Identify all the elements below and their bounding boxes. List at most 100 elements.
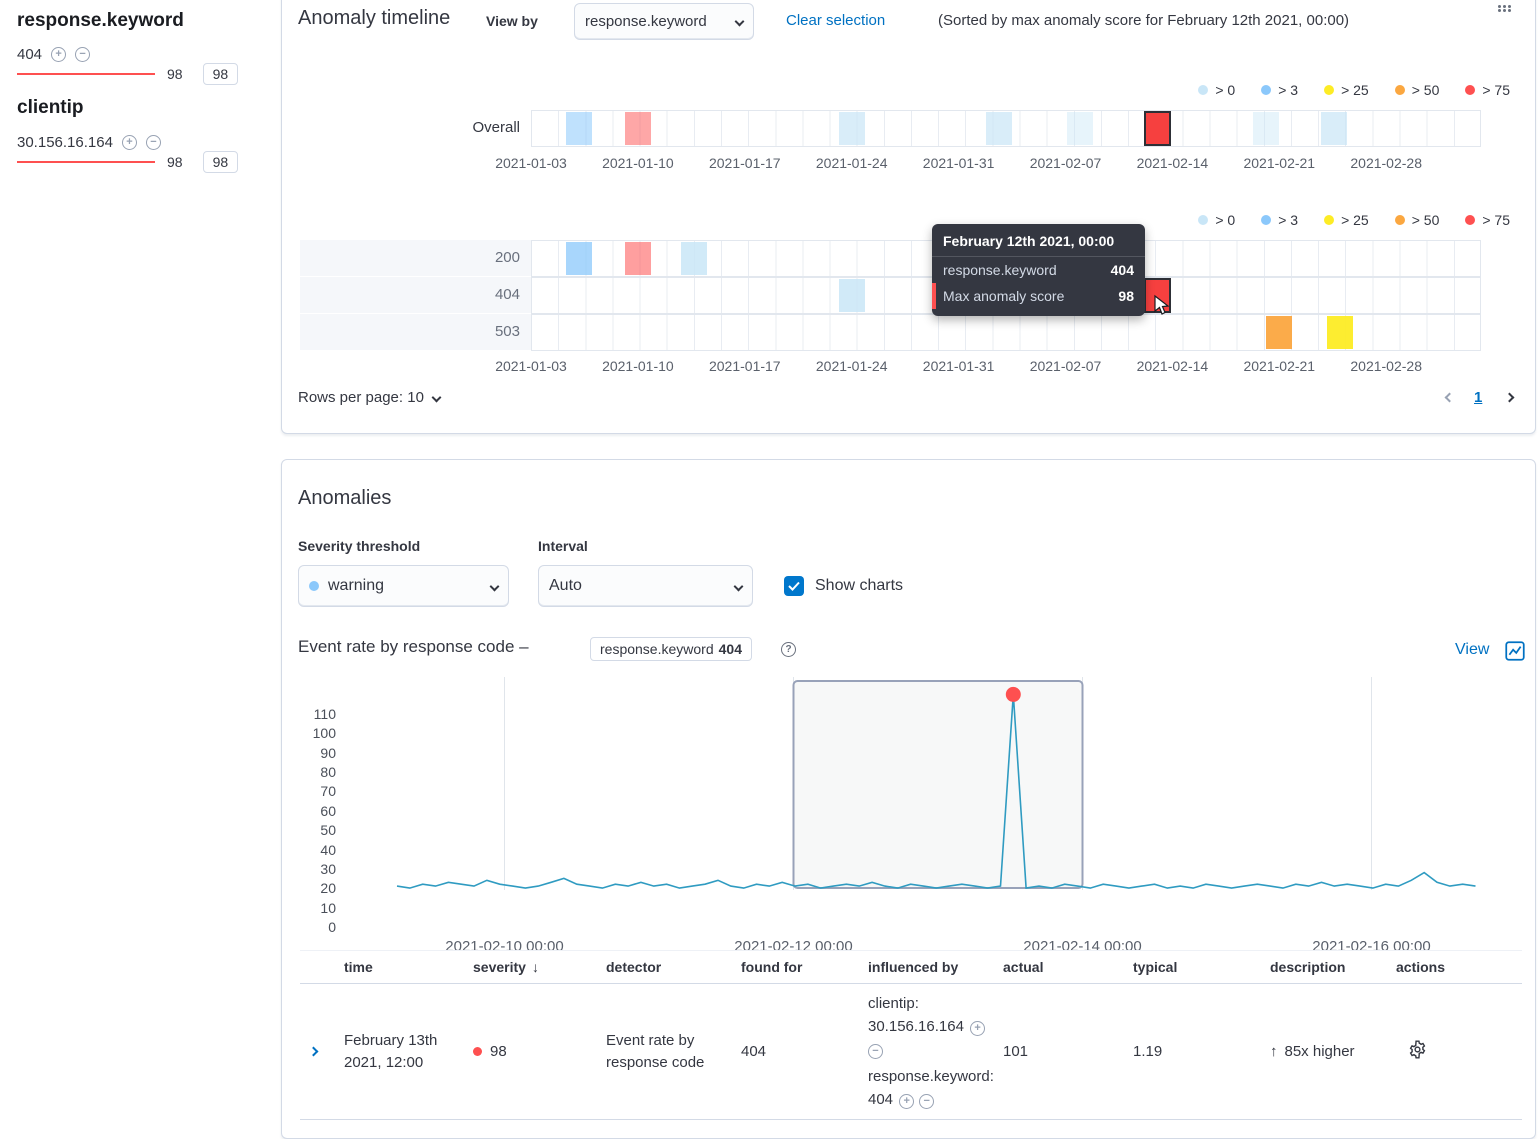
column-header-time[interactable]: time	[344, 959, 373, 975]
sort-desc-icon: ↓	[531, 959, 539, 975]
swimlane-cell[interactable]	[625, 242, 651, 275]
legend-item: > 3	[1261, 82, 1298, 98]
filter-remove-icon[interactable]: −	[868, 1044, 883, 1059]
cell-description: ↑ 85x higher	[1270, 1043, 1355, 1060]
score-badge[interactable]: 98	[202, 151, 239, 173]
show-charts-checkbox[interactable]	[784, 576, 804, 596]
filter-add-icon[interactable]: +	[970, 1021, 986, 1036]
swimlane-cell[interactable]	[566, 112, 592, 145]
y-axis-label: 70	[320, 783, 336, 800]
swimlane-tooltip: February 12th 2021, 00:00 response.keywo…	[932, 224, 1145, 316]
swimlane-cell[interactable]	[1067, 112, 1093, 145]
swimlane-cell[interactable]	[625, 112, 651, 145]
filter-remove-icon[interactable]: −	[75, 47, 91, 62]
legend-dot-icon	[1198, 215, 1209, 225]
column-header-description[interactable]: description	[1270, 959, 1346, 975]
column-header-actual[interactable]: actual	[1003, 959, 1044, 975]
severity-legend: > 0 > 3 > 25 > 50 > 75	[1110, 212, 1510, 228]
swimlane-row: 404	[300, 277, 1481, 314]
timeline-date-label: 2021-02-07	[1029, 358, 1102, 374]
anomaly-score-bar	[17, 73, 155, 75]
legend-item: > 75	[1465, 82, 1510, 98]
legend-item: > 50	[1394, 212, 1439, 228]
view-by-select[interactable]: response.keyword	[574, 3, 754, 40]
view-by-value: response.keyword	[585, 13, 707, 30]
timeline-date-label: 2021-02-28	[1350, 155, 1422, 171]
chart-field-badge[interactable]: response.keyword 404	[590, 637, 752, 661]
column-header-severity[interactable]: severity ↓	[473, 959, 539, 975]
filter-remove-icon[interactable]: −	[145, 135, 161, 150]
column-header-typical[interactable]: typical	[1133, 959, 1178, 975]
column-header-found-for[interactable]: found for	[741, 959, 803, 975]
event-rate-chart[interactable]	[340, 670, 1536, 895]
chart-title: Event rate by response code –	[298, 637, 529, 656]
table-header-row: time severity ↓ detector found for influe…	[300, 950, 1522, 984]
swimlane-cell[interactable]	[1266, 316, 1292, 349]
severity-threshold-label: Severity threshold	[298, 538, 421, 554]
rows-per-page-control[interactable]: Rows per page: 10	[298, 389, 442, 406]
severity-threshold-value: warning	[328, 577, 385, 594]
influencer-entity: clientip: 30.156.16.164	[868, 995, 964, 1035]
tooltip-title: February 12th 2021, 00:00	[932, 224, 1145, 257]
tooltip-label: Max anomaly score	[943, 288, 1065, 304]
severity-legend: > 0 > 3 > 25 > 50 > 75	[1110, 82, 1510, 98]
max-score-value: 98	[167, 66, 183, 82]
legend-dot-icon	[1394, 85, 1405, 95]
timeline-date-axis: 2021-01-03 2021-01-10 2021-01-17 2021-01-24…	[495, 155, 1481, 173]
chevron-down-icon	[734, 16, 745, 27]
tooltip-row: response.keyword 404	[932, 257, 1145, 283]
filter-add-icon[interactable]: +	[899, 1094, 915, 1109]
cell-time: February 13th 2021, 12:00	[344, 1031, 438, 1071]
y-axis-label: 40	[320, 841, 336, 858]
gear-icon[interactable]	[1408, 1040, 1427, 1059]
cell-influenced-by: clientip: 30.156.16.164 +− response.keyw…	[868, 992, 1003, 1111]
y-axis-label: 0	[328, 919, 336, 935]
swimlane-cell[interactable]	[1253, 112, 1279, 145]
y-axis-label: 20	[320, 880, 336, 897]
swimlane-cell[interactable]	[839, 279, 865, 312]
cell-typical: 1.19	[1133, 1043, 1163, 1060]
y-axis-label: 10	[320, 899, 336, 916]
expand-row-icon[interactable]	[308, 1046, 344, 1057]
filter-add-icon[interactable]: +	[51, 47, 67, 62]
column-header-actions[interactable]: actions	[1396, 959, 1446, 975]
filter-add-icon[interactable]: +	[121, 135, 137, 150]
timeline-date-label: 2021-02-28	[1350, 358, 1422, 374]
cell-detector: Event rate by response code	[606, 1031, 705, 1071]
severity-threshold-select[interactable]: warning	[298, 565, 509, 607]
warning-severity-dot	[309, 581, 319, 591]
arrow-up-icon: ↑	[1270, 1043, 1278, 1060]
rows-per-page-label: Rows per page: 10	[298, 389, 424, 406]
swimlane-cell[interactable]	[839, 112, 865, 145]
timeline-date-label: 2021-01-31	[922, 155, 995, 171]
panel-options-icon[interactable]	[1498, 5, 1512, 12]
legend-dot-icon	[1465, 85, 1476, 95]
swimlane-cell[interactable]	[986, 112, 1012, 145]
swimlane-503[interactable]	[531, 314, 1481, 351]
column-header-detector[interactable]: detector	[606, 959, 662, 975]
column-header-influenced-by[interactable]: influenced by	[868, 959, 959, 975]
swimlane-cell[interactable]	[1321, 112, 1347, 145]
info-icon[interactable]: ?	[781, 642, 796, 657]
chevron-down-icon	[489, 581, 500, 591]
score-badge[interactable]: 98	[202, 63, 239, 85]
swimlane-label: 404	[300, 277, 531, 313]
legend-dot-icon	[1324, 85, 1335, 95]
swimlane-cell-selected[interactable]	[1144, 111, 1171, 146]
clear-selection-link[interactable]: Clear selection	[786, 12, 886, 29]
filter-remove-icon[interactable]: −	[919, 1094, 935, 1109]
influencer-value: 404	[17, 46, 43, 63]
chart-icon[interactable]	[1505, 641, 1525, 661]
legend-item: > 75	[1465, 212, 1510, 228]
swimlane-cell-selected[interactable]	[1144, 278, 1171, 313]
view-chart-link[interactable]: View	[1455, 641, 1490, 658]
legend-dot-icon	[1394, 215, 1405, 225]
anomaly-timeline-title: Anomaly timeline	[298, 7, 451, 29]
page-number[interactable]: 1	[1474, 389, 1483, 406]
swimlane-cell[interactable]	[681, 242, 707, 275]
swimlane-cell[interactable]	[1327, 316, 1353, 349]
interval-select[interactable]: Auto	[538, 565, 753, 607]
swimlane-cell[interactable]	[566, 242, 592, 275]
swimlane-overall[interactable]	[531, 110, 1481, 147]
anomalies-table: time severity ↓ detector found for influe…	[300, 950, 1522, 1120]
